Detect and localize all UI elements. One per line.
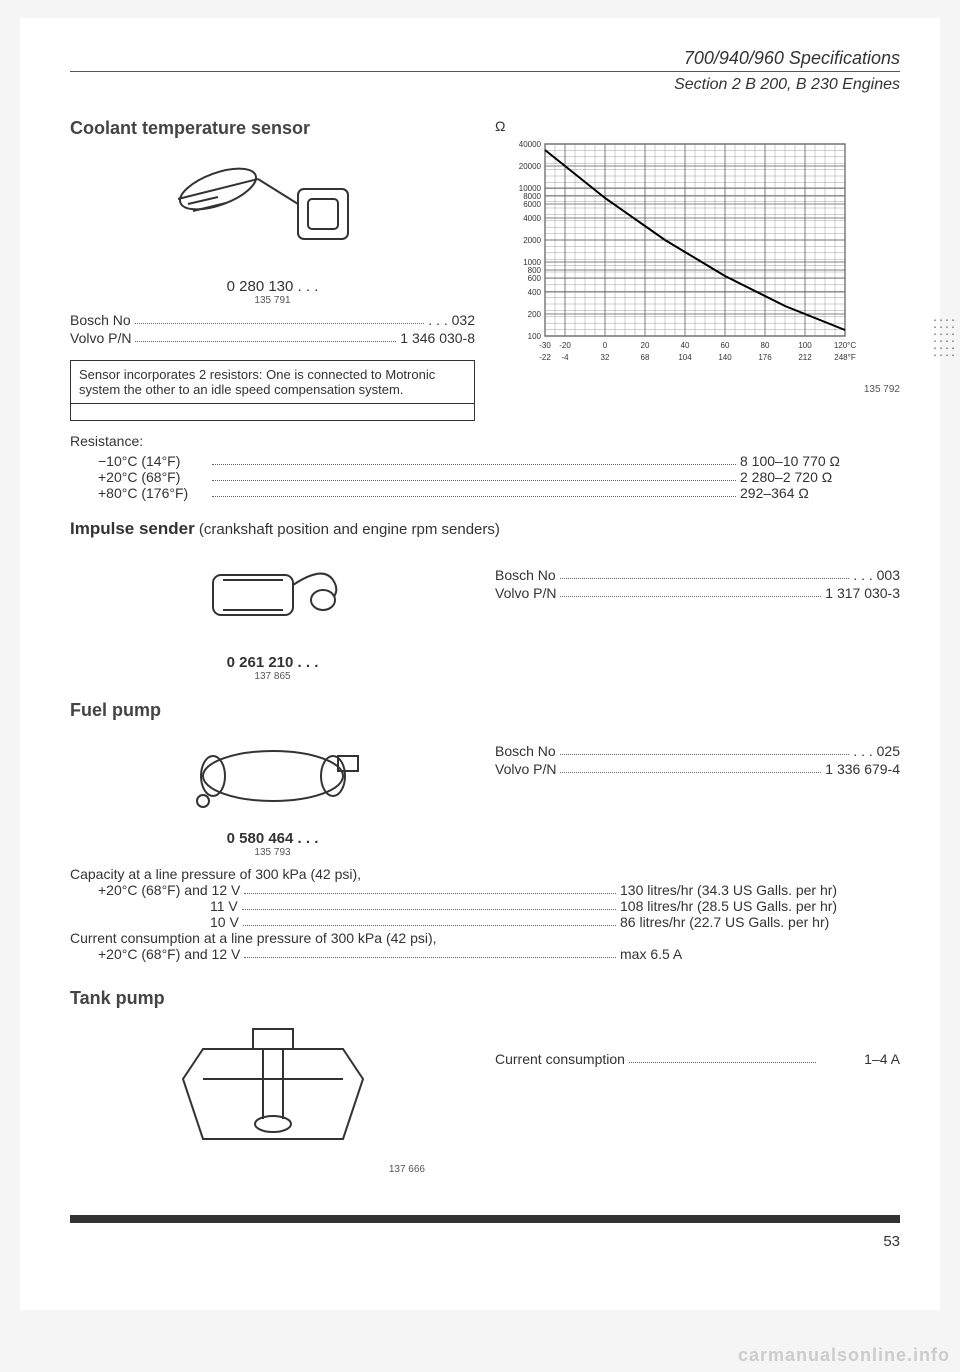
coolant-figsub: 135 791: [70, 295, 475, 306]
fp-bosch-val: . . . 025: [853, 743, 900, 759]
fp-cap-val: 130 litres/hr (34.3 US Galls. per hr): [620, 882, 900, 898]
svg-text:0: 0: [603, 341, 608, 350]
bottom-bar: [70, 1215, 900, 1223]
impulse-bosch-val: . . . 003: [853, 567, 900, 583]
fuelpump-partno: 0 580 464 . . .: [70, 830, 475, 847]
svg-text:-20: -20: [559, 341, 571, 350]
svg-text:-4: -4: [561, 353, 569, 362]
chart-figsub: 135 792: [495, 384, 900, 395]
res-val: 8 100–10 770 Ω: [740, 453, 900, 469]
fp-cur-title: Current consumption at a line pressure o…: [70, 930, 900, 946]
resistance-title: Resistance:: [70, 433, 900, 449]
impulse-figure: [173, 545, 373, 645]
fuelpump-figure: [163, 731, 383, 821]
tp-cur-lbl: Current consumption: [495, 1051, 625, 1067]
svg-text:6000: 6000: [523, 200, 541, 209]
volvo-val: 1 346 030-8: [400, 330, 475, 346]
fp-volvo-label: Volvo P/N: [495, 761, 556, 777]
svg-text:4000: 4000: [523, 214, 541, 223]
page-number: 53: [70, 1233, 900, 1250]
res-val: 2 280–2 720 Ω: [740, 469, 900, 485]
tankpump-figsub: 137 666: [70, 1164, 475, 1175]
impulse-title: Impulse sender (crankshaft position and …: [70, 519, 900, 539]
coolant-figure: 0 280 130 . . . 135 791: [70, 149, 475, 306]
svg-text:60: 60: [721, 341, 730, 350]
fp-volvo-val: 1 336 679-4: [825, 761, 900, 777]
svg-text:100: 100: [528, 332, 542, 341]
svg-text:212: 212: [798, 353, 812, 362]
coolant-note-box: Sensor incorporates 2 resistors: One is …: [70, 360, 475, 404]
header-spec: 700/940/960 Specifications: [684, 48, 900, 68]
fp-cap-val: 108 litres/hr (28.5 US Galls. per hr): [620, 898, 900, 914]
fuelpump-figsub: 135 793: [70, 847, 475, 858]
fp-cap-lbl: 11 V: [210, 898, 238, 914]
res-val: 292–364 Ω: [740, 485, 900, 501]
binding-marks: ························: [932, 318, 956, 360]
svg-text:400: 400: [528, 288, 542, 297]
bosch-val: . . . 032: [428, 312, 475, 328]
svg-text:-30: -30: [539, 341, 551, 350]
header-section: Section 2 B 200, B 230 Engines: [70, 76, 900, 94]
svg-text:68: 68: [641, 353, 650, 362]
coolant-note-box2: [70, 403, 475, 421]
svg-text:80: 80: [761, 341, 770, 350]
coolant-title: Coolant temperature sensor: [70, 118, 475, 139]
impulse-volvo-val: 1 317 030-3: [825, 585, 900, 601]
fp-cur-val: max 6.5 A: [620, 946, 900, 962]
fp-cur-lbl: +20°C (68°F) and 12 V: [98, 946, 240, 962]
svg-text:140: 140: [718, 353, 732, 362]
svg-text:600: 600: [528, 274, 542, 283]
svg-text:104: 104: [678, 353, 692, 362]
omega-label: Ω: [495, 118, 900, 134]
impulse-volvo-label: Volvo P/N: [495, 585, 556, 601]
tankpump-title: Tank pump: [70, 988, 900, 1009]
res-label: +80°C (176°F): [98, 485, 208, 501]
fp-cap-lbl: 10 V: [210, 914, 239, 930]
res-label: +20°C (68°F): [98, 469, 208, 485]
tankpump-figure: [163, 1019, 383, 1159]
svg-text:32: 32: [601, 353, 610, 362]
volvo-label: Volvo P/N: [70, 330, 131, 346]
svg-text:20000: 20000: [519, 162, 542, 171]
svg-text:-22: -22: [539, 353, 551, 362]
fp-cap-val: 86 litres/hr (22.7 US Galls. per hr): [620, 914, 900, 930]
svg-text:2000: 2000: [523, 236, 541, 245]
svg-text:40: 40: [681, 341, 690, 350]
bosch-label: Bosch No: [70, 312, 131, 328]
fp-cap-title: Capacity at a line pressure of 300 kPa (…: [70, 866, 900, 882]
svg-text:176: 176: [758, 353, 772, 362]
fp-cap-lbl: +20°C (68°F) and 12 V: [98, 882, 240, 898]
svg-text:100: 100: [798, 341, 812, 350]
coolant-partno: 0 280 130 . . .: [70, 278, 475, 295]
resistance-chart: 4000020000100008000600040002000100080060…: [495, 134, 900, 384]
fp-bosch-label: Bosch No: [495, 743, 556, 759]
svg-text:120°C: 120°C: [834, 341, 857, 350]
impulse-bosch-label: Bosch No: [495, 567, 556, 583]
svg-text:40000: 40000: [519, 140, 542, 149]
svg-text:20: 20: [641, 341, 650, 350]
tp-cur-val: 1–4 A: [820, 1051, 900, 1067]
watermark: carmanualsonline.info: [738, 1345, 950, 1366]
svg-text:248°F: 248°F: [834, 353, 856, 362]
impulse-figsub: 137 865: [70, 671, 475, 682]
impulse-partno: 0 261 210 . . .: [70, 654, 475, 671]
svg-text:200: 200: [528, 310, 542, 319]
fuelpump-title: Fuel pump: [70, 700, 900, 721]
res-label: −10°C (14°F): [98, 453, 208, 469]
